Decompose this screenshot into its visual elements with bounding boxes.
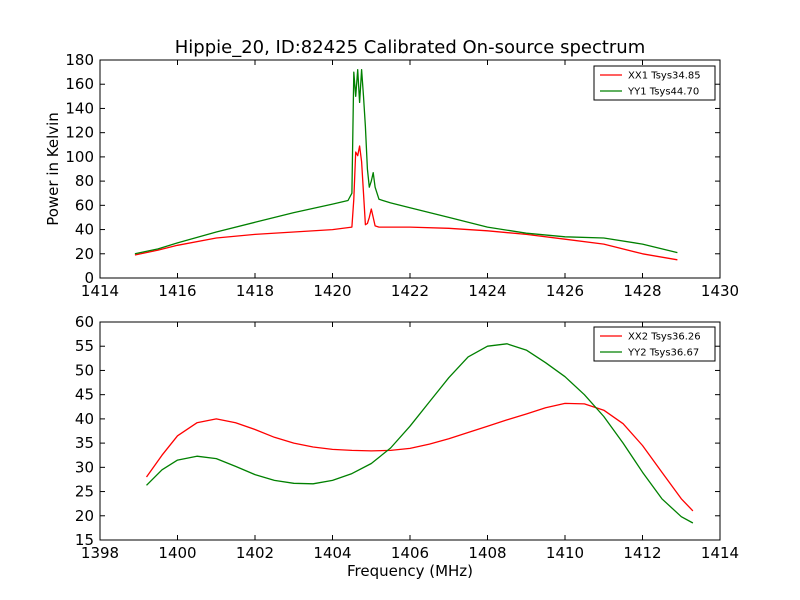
x-tick-label: 1398 (81, 544, 119, 562)
legend-entry-label: YY2 Tsys36.67 (627, 348, 699, 359)
x-tick-label: 1422 (391, 282, 429, 300)
legend-entry-label: XX2 Tsys36.26 (628, 332, 701, 343)
x-tick-label: 1408 (468, 544, 506, 562)
y-tick-label: 60 (75, 196, 94, 214)
chart-title: Hippie_20, ID:82425 Calibrated On-source… (175, 37, 646, 58)
x-tick-label: 1406 (391, 544, 429, 562)
legend-box (593, 326, 716, 362)
y-tick-label: 20 (75, 245, 94, 263)
x-tick-label: 1416 (158, 282, 196, 300)
y-tick-label: 0 (84, 269, 94, 287)
y-tick-label: 40 (75, 221, 94, 239)
x-tick-label: 1404 (313, 544, 351, 562)
y-tick-label: 55 (75, 337, 94, 355)
y-tick-label: 120 (65, 124, 94, 142)
y-tick-label: 80 (75, 172, 94, 190)
y-tick-label: 140 (65, 99, 94, 117)
y-tick-label: 45 (75, 386, 94, 404)
y-tick-label: 35 (75, 434, 94, 452)
legend-entry-label: XX1 Tsys34.85 (628, 71, 701, 82)
y-axis-label: Power in Kelvin (44, 112, 62, 226)
y-tick-label: 15 (75, 531, 94, 549)
y-tick-label: 100 (65, 148, 94, 166)
x-tick-label: 1400 (158, 544, 196, 562)
x-axis-label: Frequency (MHz) (347, 562, 473, 580)
y-tick-label: 160 (65, 75, 94, 93)
legend-box (593, 65, 716, 101)
x-tick-label: 1424 (468, 282, 506, 300)
legend-entry-label: YY1 Tsys44.70 (627, 87, 699, 98)
series-line-green (134, 69, 678, 255)
x-tick-label: 1428 (623, 282, 661, 300)
lower-plot: 1398 1400 1402 1404 1406 1408 1410 1412 1414 15 20… (75, 313, 739, 580)
x-tick-label: 1402 (236, 544, 274, 562)
x-tick-label: 1420 (313, 282, 351, 300)
y-tick-label: 180 (65, 51, 94, 69)
y-tick-label: 25 (75, 483, 94, 501)
x-tick-label: 1410 (546, 544, 584, 562)
y-tick-label: 60 (75, 313, 94, 331)
y-tick-label: 40 (75, 410, 94, 428)
x-tick-label: 1418 (236, 282, 274, 300)
x-tick-label: 1414 (81, 282, 119, 300)
y-tick-label: 20 (75, 507, 94, 525)
series-line-green (146, 343, 694, 524)
x-tick-label: 1412 (623, 544, 661, 562)
series-line-red (145, 402, 694, 512)
x-tick-label: 1414 (701, 544, 739, 562)
upper-plot: 1414 1416 1418 1420 1422 1424 1426 1428 1430 0 20 4… (44, 51, 739, 300)
y-tick-label: 30 (75, 458, 94, 476)
y-tick-label: 50 (75, 361, 94, 379)
x-tick-label: 1426 (546, 282, 584, 300)
x-tick-label: 1430 (701, 282, 739, 300)
series-line-red (134, 145, 678, 261)
